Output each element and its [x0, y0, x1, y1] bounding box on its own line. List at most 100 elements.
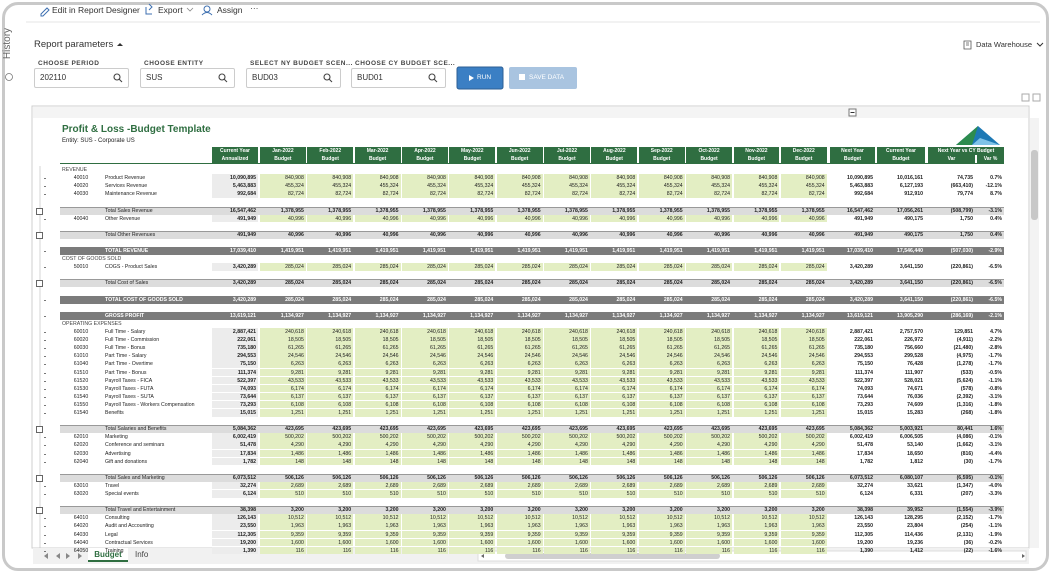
cell: 6,108 — [733, 400, 780, 409]
cell: 1,251 — [591, 409, 638, 417]
cell: 24,546 — [260, 352, 306, 360]
cell: 61,265 — [354, 344, 401, 352]
cell: 6,137 — [591, 392, 638, 401]
account-code: 62030 — [73, 450, 89, 457]
cell: 40,996 — [402, 214, 448, 223]
cell: 24,546 — [496, 352, 543, 360]
cell: 285,024 — [733, 263, 780, 271]
account-code: 64040 — [73, 539, 89, 546]
account-code: 64010 — [73, 515, 89, 522]
account-code: 61040 — [73, 361, 89, 368]
outline-dot — [44, 485, 46, 487]
cell: 490,175 — [904, 215, 923, 222]
field-input[interactable]: 202110 — [34, 68, 129, 88]
cell: -1.7% — [988, 361, 1002, 368]
cell: 840,908 — [260, 174, 306, 182]
cell: 6,174 — [496, 384, 543, 393]
field-input[interactable]: SUS — [140, 68, 235, 88]
cell: 840,908 — [780, 174, 827, 182]
sheet-tab[interactable]: Budget — [88, 548, 128, 562]
outline-dot — [44, 364, 46, 366]
cell: 735,180 — [212, 344, 258, 352]
cell: -1.1% — [988, 523, 1002, 530]
outline-dot — [44, 332, 46, 333]
account-code: 61530 — [73, 385, 89, 392]
cell: -6.5% — [988, 280, 1002, 287]
cell: 1,486 — [733, 449, 780, 458]
cell: 24,546 — [733, 352, 780, 360]
cell: 285,024 — [711, 296, 730, 303]
cell: (1,347) — [956, 482, 973, 489]
cell: 2,689 — [591, 481, 638, 490]
cell: -0.1% — [988, 474, 1002, 481]
cell: (533) — [960, 369, 973, 376]
cell: 455,324 — [307, 182, 354, 190]
account-name: Full Time - Bonus — [105, 345, 146, 352]
cell: 1,251 — [686, 409, 732, 417]
field-input[interactable]: BUD03 — [246, 68, 341, 88]
cell: 112,305 — [212, 530, 258, 539]
cell: 10,512 — [638, 514, 685, 522]
cell: 840,908 — [686, 174, 732, 182]
account-name: Audit and Accounting — [105, 523, 154, 530]
save-button[interactable]: SAVE DATA — [529, 74, 565, 81]
account-name: Product Revenue — [105, 175, 146, 182]
cell: 2,689 — [780, 481, 827, 490]
cell: 285,024 — [758, 296, 778, 303]
account-name: Advertising — [105, 450, 131, 457]
cell: -12.1% — [985, 183, 1002, 190]
cell: 82,724 — [260, 190, 306, 198]
column-header: Budget — [733, 155, 780, 163]
cell: 2,757,570 — [899, 329, 923, 335]
export-menu[interactable]: Export — [158, 5, 183, 15]
cell: 0.4% — [990, 215, 1002, 222]
column-header: Budget — [402, 155, 448, 163]
cell: 285,024 — [616, 296, 636, 303]
cell: 1,251 — [780, 409, 827, 417]
account-code: 61010 — [73, 353, 89, 360]
cell: 1,963 — [780, 522, 827, 530]
edit-designer[interactable]: Edit in Report Designer — [52, 5, 140, 15]
cell: 506,126 — [616, 474, 636, 481]
more-menu[interactable]: ··· — [250, 3, 259, 13]
history-tab[interactable]: History — [2, 27, 14, 60]
cell: (2,392) — [956, 393, 973, 400]
cell: 1,486 — [307, 449, 354, 458]
cell: 1,134,927 — [375, 312, 399, 319]
cell: -6.5% — [988, 296, 1002, 303]
cell: 3,200 — [527, 507, 541, 514]
cell: 840,908 — [544, 174, 590, 182]
cell: 285,024 — [805, 280, 825, 287]
cell: 76,036 — [907, 393, 923, 400]
field-input[interactable]: BUD01 — [351, 68, 446, 88]
cell: 24,546 — [307, 352, 354, 360]
cell: (663,410) — [950, 183, 973, 190]
cell: 506,126 — [569, 474, 588, 481]
data-warehouse[interactable]: Data Warehouse — [976, 40, 1033, 49]
account-name: Consulting — [105, 515, 130, 522]
assign[interactable]: Assign — [217, 5, 243, 15]
cell: 43,533 — [354, 376, 401, 385]
outline-dot — [44, 526, 46, 528]
cell: 6,006,505 — [899, 434, 923, 441]
cell: 111,907 — [904, 369, 923, 376]
cell: 6,263 — [638, 360, 685, 368]
account-code: 61520 — [73, 377, 89, 384]
cell: 6,108 — [402, 400, 448, 409]
cell: 3,200 — [338, 507, 352, 514]
cell: 1,419,951 — [517, 248, 541, 254]
params-toggle[interactable]: Report parameters — [34, 39, 114, 50]
run-button[interactable]: RUN — [477, 74, 492, 81]
cell: 285,024 — [285, 280, 304, 287]
cell: 10,512 — [544, 514, 590, 522]
cell: 1,419,951 — [706, 248, 730, 254]
outline-dot — [44, 542, 46, 544]
cell: 1,963 — [638, 522, 685, 530]
cell: 3,420,289 — [232, 280, 256, 287]
sheet-tab[interactable]: Info — [135, 550, 149, 559]
cell: 1,963 — [591, 522, 638, 530]
cell: 116 — [307, 546, 354, 555]
field-label: CHOOSE ENTITY — [144, 60, 204, 67]
cell: 510 — [686, 490, 732, 498]
cell: 285,024 — [686, 263, 732, 271]
